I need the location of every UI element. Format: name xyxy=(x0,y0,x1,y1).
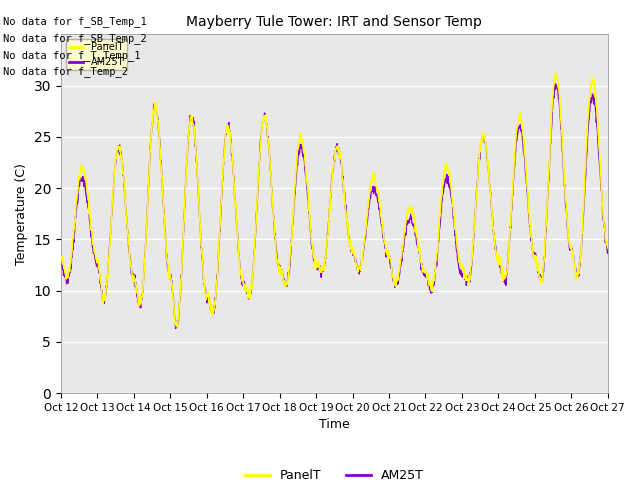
Legend: PanelT, AM25T: PanelT, AM25T xyxy=(66,39,127,70)
X-axis label: Time: Time xyxy=(319,419,349,432)
Text: No data for f_T_Temp_1: No data for f_T_Temp_1 xyxy=(3,49,141,60)
Text: No data for f_SB_Temp_1: No data for f_SB_Temp_1 xyxy=(3,16,147,27)
Y-axis label: Temperature (C): Temperature (C) xyxy=(15,163,28,264)
Text: No data for f_Temp_2: No data for f_Temp_2 xyxy=(3,66,128,77)
Text: No data for f_SB_Temp_2: No data for f_SB_Temp_2 xyxy=(3,33,147,44)
Title: Mayberry Tule Tower: IRT and Sensor Temp: Mayberry Tule Tower: IRT and Sensor Temp xyxy=(186,15,482,29)
